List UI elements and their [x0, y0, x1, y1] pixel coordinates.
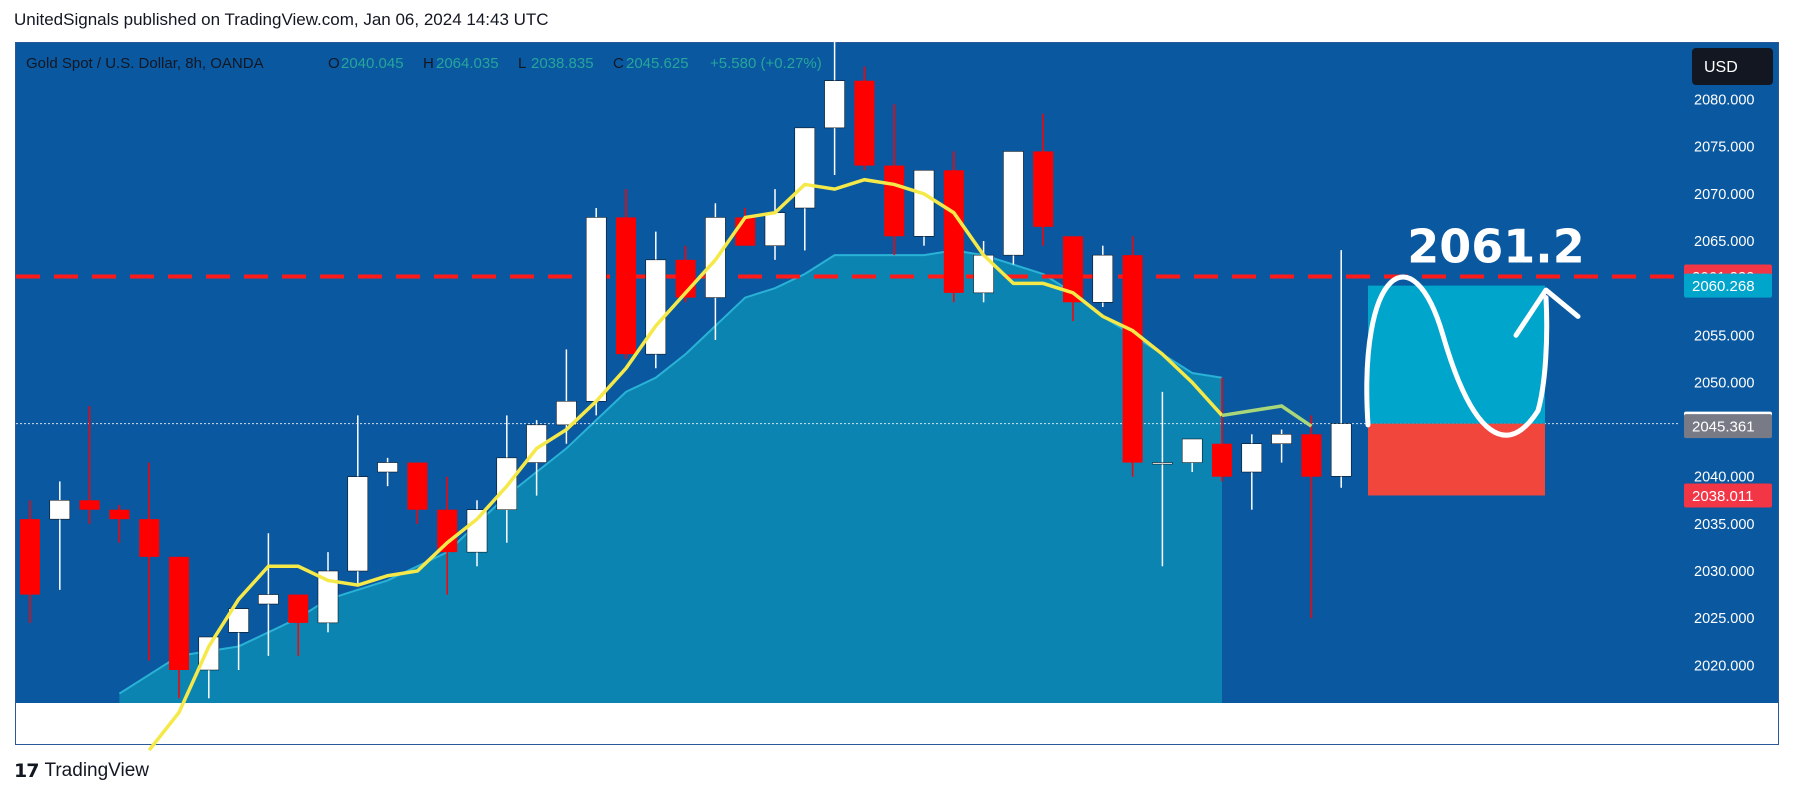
target-zone-box[interactable]	[1368, 285, 1545, 424]
x-tick-label: 18	[230, 718, 247, 735]
candle[interactable]	[1301, 434, 1322, 477]
projection-wave-path[interactable]	[1364, 274, 1550, 438]
currency-button-label: USD	[1704, 59, 1738, 76]
candle[interactable]	[1122, 255, 1143, 463]
y-tick-label: 2065.000	[1694, 234, 1754, 250]
stop-zone-box[interactable]	[1368, 423, 1545, 496]
target-annotation: 2061.2	[1407, 220, 1585, 274]
brand-name: TradingView	[44, 760, 150, 781]
candle[interactable]	[943, 170, 964, 293]
legend-c-label: C	[613, 55, 624, 72]
price-label-box	[1684, 273, 1772, 298]
chart-frame	[15, 42, 1779, 745]
y-tick-label: 2080.000	[1694, 93, 1754, 109]
x-tick-label: 2024	[997, 718, 1031, 735]
ema-fast-line	[147, 177, 1224, 752]
candle[interactable]	[377, 462, 398, 473]
x-tick-label: 28	[856, 718, 873, 735]
legend-open: 2040.045	[341, 55, 404, 72]
candle[interactable]	[913, 170, 935, 237]
y-tick-label: 2040.000	[1694, 470, 1754, 486]
y-tick-label: 2035.000	[1694, 517, 1754, 533]
legend-l-label: L	[518, 55, 526, 72]
candle[interactable]	[735, 217, 756, 246]
footer: 17 TradingView	[14, 760, 149, 782]
candle[interactable]	[1212, 443, 1232, 477]
candle[interactable]	[794, 127, 816, 209]
ema-fast-tail	[1221, 404, 1313, 428]
candle[interactable]	[645, 259, 667, 355]
ema-slow-area	[119, 250, 1222, 703]
candle[interactable]	[1063, 236, 1083, 303]
legend-symbol: Gold Spot / U.S. Dollar, 8h, OANDA	[26, 55, 264, 72]
x-tick-label: 4	[1218, 718, 1226, 735]
candle[interactable]	[1033, 151, 1054, 227]
y-tick-label: 2025.000	[1694, 611, 1754, 627]
candle[interactable]	[1003, 151, 1024, 256]
legend-low: 2038.835	[531, 55, 594, 72]
legend-h-label: H	[423, 55, 434, 72]
candle[interactable]	[228, 608, 249, 633]
candle[interactable]	[347, 476, 369, 572]
price-label: 2060.268	[1692, 278, 1755, 295]
candle[interactable]	[49, 500, 71, 520]
candle[interactable]	[317, 570, 339, 624]
legend-o-label: O	[328, 55, 340, 72]
candle[interactable]	[109, 509, 130, 520]
candle[interactable]	[616, 217, 636, 355]
candle[interactable]	[20, 519, 40, 595]
candle[interactable]	[556, 401, 577, 426]
candle[interactable]	[139, 519, 160, 557]
legend-close: 2045.625	[626, 55, 689, 72]
projection-arrow-icon	[1513, 287, 1581, 338]
candle[interactable]	[407, 462, 428, 510]
candle[interactable]	[1241, 443, 1263, 473]
candle[interactable]	[258, 594, 279, 605]
y-tick-label: 2055.000	[1694, 328, 1754, 344]
candle[interactable]	[1330, 423, 1352, 477]
candle[interactable]	[1181, 438, 1203, 463]
price-label-box	[1684, 483, 1772, 508]
candle[interactable]	[884, 165, 905, 237]
candle[interactable]	[585, 217, 607, 402]
tradingview-logo-icon: 17	[14, 760, 39, 782]
candle[interactable]	[1092, 254, 1114, 303]
candle[interactable]	[1271, 434, 1292, 444]
price-label: 2038.011	[1692, 488, 1753, 505]
publish-header: UnitedSignals published on TradingView.c…	[14, 10, 549, 29]
candle[interactable]	[288, 594, 309, 623]
candle[interactable]	[764, 212, 786, 246]
price-label-box	[1684, 414, 1772, 439]
candle[interactable]	[1152, 462, 1173, 465]
currency-button[interactable]	[1692, 48, 1773, 85]
x-tick-label: 8	[1397, 718, 1405, 735]
y-tick-label: 2030.000	[1694, 564, 1754, 580]
legend-high: 2064.035	[436, 55, 499, 72]
y-tick-label: 2070.000	[1694, 187, 1754, 203]
y-tick-label: 2075.000	[1694, 140, 1754, 156]
candle[interactable]	[854, 80, 875, 166]
price-label: 2045.361	[1692, 419, 1755, 436]
x-tick-label: 25	[647, 718, 664, 735]
x-tick-label: 10	[1571, 718, 1588, 735]
candle[interactable]	[169, 556, 189, 670]
candle[interactable]	[79, 500, 100, 510]
legend-change: +5.580 (+0.27%)	[710, 55, 822, 72]
y-tick-label: 2020.000	[1694, 658, 1754, 674]
x-tick-label: 20	[409, 718, 426, 735]
candle[interactable]	[437, 509, 458, 553]
y-tick-label: 2050.000	[1694, 375, 1754, 391]
candle[interactable]	[824, 80, 845, 129]
candle[interactable]	[466, 509, 488, 553]
